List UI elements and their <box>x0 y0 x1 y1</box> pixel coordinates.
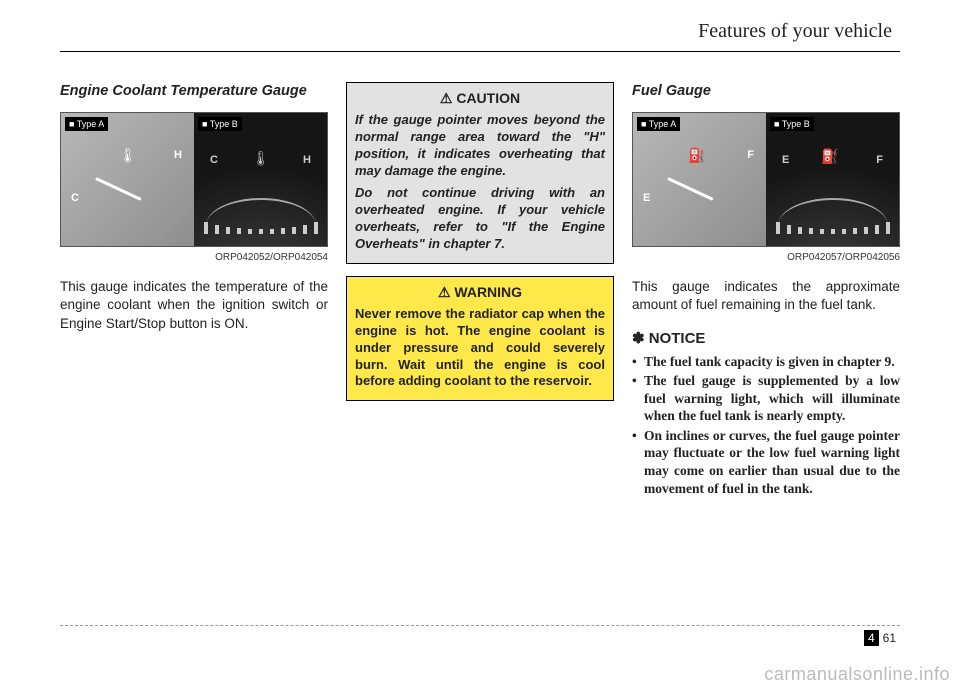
fuel-fig-caption: ORP042057/ORP042056 <box>632 251 900 265</box>
chapter-title: Features of your vehicle <box>60 20 900 51</box>
temp-icon: 🌡 <box>119 148 137 167</box>
caution-p1: If the gauge pointer moves beyond the no… <box>355 112 605 180</box>
temp-icon-b: 🌡 <box>252 151 270 170</box>
notice-list: The fuel tank capacity is given in chapt… <box>632 353 900 497</box>
caution-title: CAUTION <box>355 89 605 108</box>
notice-item: The fuel tank capacity is given in chapt… <box>632 353 900 371</box>
fuel-type-a-badge: ■ Type A <box>637 117 680 131</box>
watermark: carmanualsonline.info <box>764 664 950 685</box>
chapter-num: 4 <box>864 630 879 646</box>
type-a-badge: ■ Type A <box>65 117 108 131</box>
gauge-c-label-b: C <box>210 153 218 168</box>
fuel-type-b-panel: E F ⛽ <box>766 113 899 246</box>
fuel-heading: Fuel Gauge <box>632 82 900 102</box>
gauge-h-label: H <box>174 148 182 163</box>
manual-page: Features of your vehicle Engine Coolant … <box>60 20 900 660</box>
header-rule <box>60 51 900 52</box>
fuel-pump-icon: ⛽ <box>688 148 705 167</box>
caution-p2: Do not continue driving with an overheat… <box>355 185 605 253</box>
fuel-needle <box>667 177 714 201</box>
warning-p1: Never remove the radiator cap when the e… <box>355 306 605 390</box>
column-3: Fuel Gauge E F ⛽ E F ⛽ <box>632 82 900 499</box>
warning-title: WARNING <box>355 283 605 302</box>
gauge-needle <box>95 177 142 201</box>
warning-body: Never remove the radiator cap when the e… <box>355 306 605 390</box>
fuel-type-a-panel: E F ⛽ <box>633 113 766 246</box>
coolant-body: This gauge indicates the temperature of … <box>60 278 328 333</box>
footer: 461 <box>60 625 900 626</box>
column-2: CAUTION If the gauge pointer moves beyon… <box>346 82 614 499</box>
fuel-type-b-badge: ■ Type B <box>770 117 814 131</box>
notice-item: On inclines or curves, the fuel gauge po… <box>632 427 900 497</box>
fuel-body: This gauge indicates the approximate amo… <box>632 278 900 314</box>
coolant-gauge-figure: C H 🌡 C H 🌡 ■ Typ <box>60 112 328 247</box>
fuel-f-label: F <box>747 148 754 163</box>
gauge-h-label-b: H <box>303 153 311 168</box>
fuel-gauge-figure: E F ⛽ E F ⛽ ■ Type <box>632 112 900 247</box>
coolant-heading: Engine Coolant Temperature Gauge <box>60 82 328 102</box>
gauge-ticks <box>204 216 318 234</box>
fuel-f-label-b: F <box>876 153 883 168</box>
fuel-e-label: E <box>643 191 650 206</box>
notice-heading: NOTICE <box>632 329 900 349</box>
type-b-badge: ■ Type B <box>198 117 242 131</box>
caution-box: CAUTION If the gauge pointer moves beyon… <box>346 82 614 264</box>
page-num: 61 <box>879 630 900 646</box>
column-1: Engine Coolant Temperature Gauge C H 🌡 C… <box>60 82 328 499</box>
columns: Engine Coolant Temperature Gauge C H 🌡 C… <box>60 82 900 499</box>
fuel-e-label-b: E <box>782 153 789 168</box>
fuel-ticks <box>776 216 890 234</box>
warning-box: WARNING Never remove the radiator cap wh… <box>346 276 614 401</box>
gauge-type-b-panel: C H 🌡 <box>194 113 327 246</box>
coolant-fig-caption: ORP042052/ORP042054 <box>60 251 328 265</box>
gauge-c-label: C <box>71 191 79 206</box>
caution-body: If the gauge pointer moves beyond the no… <box>355 112 605 253</box>
fuel-pump-icon-b: ⛽ <box>821 149 838 168</box>
gauge-type-a-panel: C H 🌡 <box>61 113 194 246</box>
page-number: 461 <box>864 631 900 645</box>
notice-item: The fuel gauge is supplemented by a low … <box>632 372 900 425</box>
